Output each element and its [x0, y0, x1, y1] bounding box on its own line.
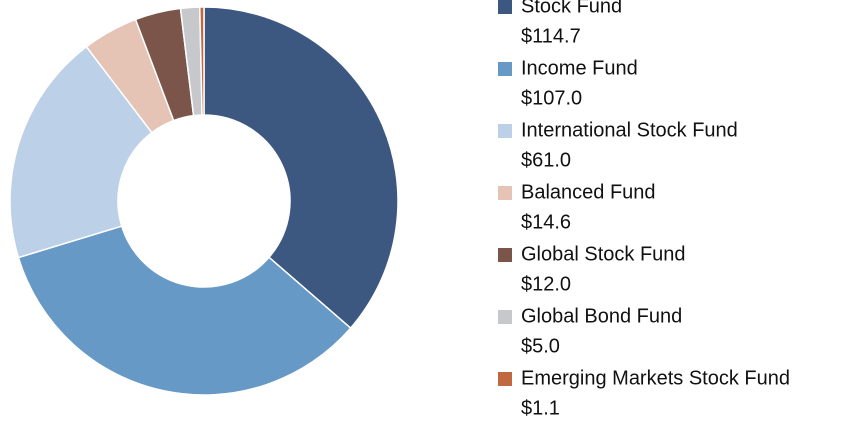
legend-label: Global Stock Fund — [521, 243, 686, 265]
legend-swatch — [498, 186, 512, 200]
value-label: $61.0 — [521, 149, 571, 171]
legend-swatch — [498, 124, 512, 138]
legend-label: Income Fund — [521, 57, 638, 79]
donut-slice — [198, 6, 205, 116]
legend-label: Global Bond Fund — [521, 305, 682, 327]
value-label: $107.0 — [521, 87, 582, 109]
legend-label: Balanced Fund — [521, 181, 656, 203]
donut-slice — [203, 6, 399, 330]
value-label: $5.0 — [521, 335, 560, 357]
value-label: $12.0 — [521, 273, 571, 295]
donut-slice — [9, 45, 153, 259]
legend-swatch — [498, 310, 512, 324]
legend-label: Emerging Markets Stock Fund — [521, 367, 790, 389]
legend-label: Stock Fund — [521, 0, 622, 17]
value-label: $1.1 — [521, 397, 560, 419]
legend-swatch — [498, 0, 512, 14]
legend-swatch — [498, 62, 512, 76]
value-label: $14.6 — [521, 211, 571, 233]
legend-swatch — [498, 248, 512, 262]
value-label: $114.7 — [521, 25, 581, 47]
donut-slice — [17, 225, 352, 396]
legend-swatch — [498, 372, 512, 386]
legend-label: International Stock Fund — [521, 119, 738, 141]
